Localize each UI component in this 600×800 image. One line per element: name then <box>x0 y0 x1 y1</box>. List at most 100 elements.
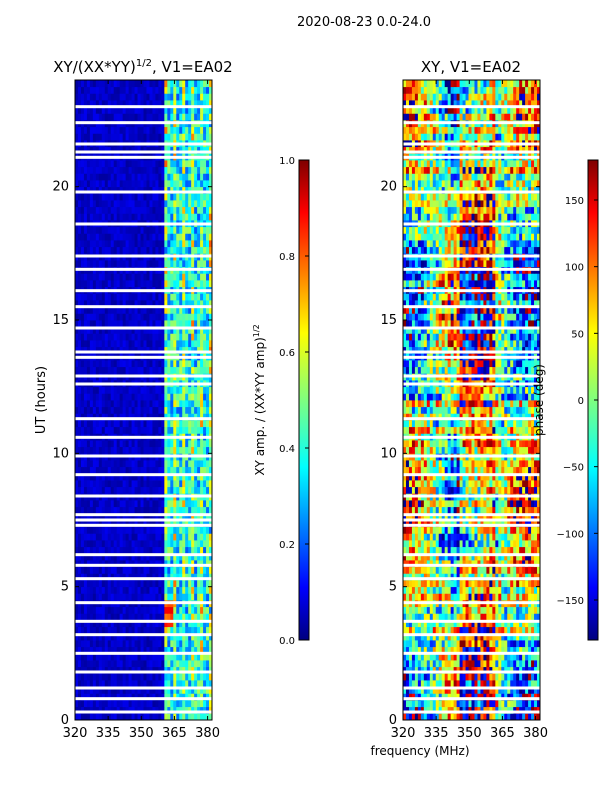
heatmap-cell <box>197 440 201 448</box>
heatmap-cell <box>206 473 210 481</box>
heatmap-cell <box>92 486 97 494</box>
heatmap-cell <box>191 460 195 468</box>
heatmap-cell <box>119 673 124 681</box>
heatmap-cell <box>128 580 132 588</box>
heatmap-cell <box>158 613 162 621</box>
heatmap-cell <box>158 260 162 268</box>
heatmap-cell <box>182 320 186 328</box>
heatmap-cell <box>155 633 159 641</box>
heatmap-cell <box>92 386 97 394</box>
heatmap-cell <box>137 560 141 568</box>
heatmap-cell <box>131 706 135 714</box>
heatmap-cell <box>75 520 79 528</box>
heatmap-cell <box>408 673 413 681</box>
heatmap-cell <box>173 240 177 248</box>
heatmap-cell <box>173 666 177 674</box>
heatmap-cell <box>140 633 144 641</box>
heatmap-cell <box>92 693 97 701</box>
heatmap-cell <box>185 226 189 234</box>
heatmap-cell <box>179 620 183 628</box>
heatmap-cell <box>83 640 88 648</box>
heatmap-cell <box>143 540 147 548</box>
heatmap-cell <box>107 413 112 421</box>
heatmap-cell <box>492 660 496 668</box>
heatmap-cell <box>176 186 180 194</box>
heatmap-cell <box>89 406 94 414</box>
heatmap-cell <box>468 646 472 654</box>
heatmap-cell <box>200 420 204 428</box>
heatmap-cell <box>131 93 135 101</box>
heatmap-cell <box>116 700 121 708</box>
heatmap-cell <box>119 280 124 288</box>
heatmap-cell <box>122 106 127 114</box>
heatmap-cell <box>140 480 144 488</box>
heatmap-cell <box>137 386 141 394</box>
heatmap-cell <box>414 686 419 694</box>
heatmap-cell <box>149 293 153 301</box>
heatmap-cell <box>86 513 91 521</box>
heatmap-cell <box>122 313 127 321</box>
heatmap-cell <box>134 566 138 574</box>
heatmap-cell <box>143 533 147 541</box>
heatmap-cell <box>86 520 91 528</box>
heatmap-cell <box>152 580 156 588</box>
heatmap-cell <box>77 560 82 568</box>
heatmap-cell <box>86 540 91 548</box>
heatmap-cell <box>167 333 171 341</box>
heatmap-cell <box>537 693 540 701</box>
heatmap-cell <box>131 366 135 374</box>
heatmap-cell <box>182 313 186 321</box>
flagged-row <box>75 305 212 309</box>
heatmap-cell <box>441 660 446 668</box>
heatmap-cell <box>158 686 162 694</box>
heatmap-cell <box>414 673 419 681</box>
heatmap-cell <box>104 620 109 628</box>
heatmap-cell <box>110 346 115 354</box>
heatmap-cell <box>200 233 204 241</box>
heatmap-cell <box>203 106 207 114</box>
heatmap-cell <box>89 673 94 681</box>
heatmap-cell <box>182 346 186 354</box>
heatmap-cell <box>531 706 535 714</box>
heatmap-cell <box>140 186 144 194</box>
heatmap-cell <box>104 213 109 221</box>
heatmap-cell <box>537 653 540 661</box>
heatmap-cell <box>92 326 97 334</box>
heatmap-cell <box>134 620 138 628</box>
heatmap-cell <box>176 646 180 654</box>
heatmap-cell <box>176 520 180 528</box>
heatmap-cell <box>104 293 109 301</box>
heatmap-cell <box>104 713 109 720</box>
heatmap-cell <box>480 646 484 654</box>
heatmap-cell <box>531 700 535 708</box>
heatmap-cell <box>480 680 484 688</box>
heatmap-cell <box>143 193 147 201</box>
heatmap-cell <box>477 706 481 714</box>
heatmap-cell <box>119 440 124 448</box>
heatmap-cell <box>119 173 124 181</box>
heatmap-cell <box>170 640 174 648</box>
colorbar-tick-label: 0.4 <box>279 444 295 455</box>
heatmap-cell <box>453 660 458 668</box>
heatmap-cell <box>411 706 416 714</box>
heatmap-cell <box>173 206 177 214</box>
heatmap-cell <box>194 346 198 354</box>
heatmap-cell <box>146 660 150 668</box>
heatmap-cell <box>209 333 212 341</box>
heatmap-cell <box>164 500 168 508</box>
heatmap-cell <box>101 526 106 534</box>
heatmap-cell <box>182 406 186 414</box>
heatmap-cell <box>161 606 165 614</box>
heatmap-cell <box>122 653 127 661</box>
heatmap-cell <box>164 626 168 634</box>
heatmap-cell <box>143 173 147 181</box>
heatmap-cell <box>119 640 124 648</box>
heatmap-cell <box>75 146 79 154</box>
heatmap-cell <box>116 460 121 468</box>
heatmap-cell <box>185 626 189 634</box>
heatmap-cell <box>77 280 82 288</box>
heatmap-cell <box>137 540 141 548</box>
heatmap-cell <box>83 166 88 174</box>
heatmap-cell <box>191 446 195 454</box>
heatmap-cell <box>89 246 94 254</box>
